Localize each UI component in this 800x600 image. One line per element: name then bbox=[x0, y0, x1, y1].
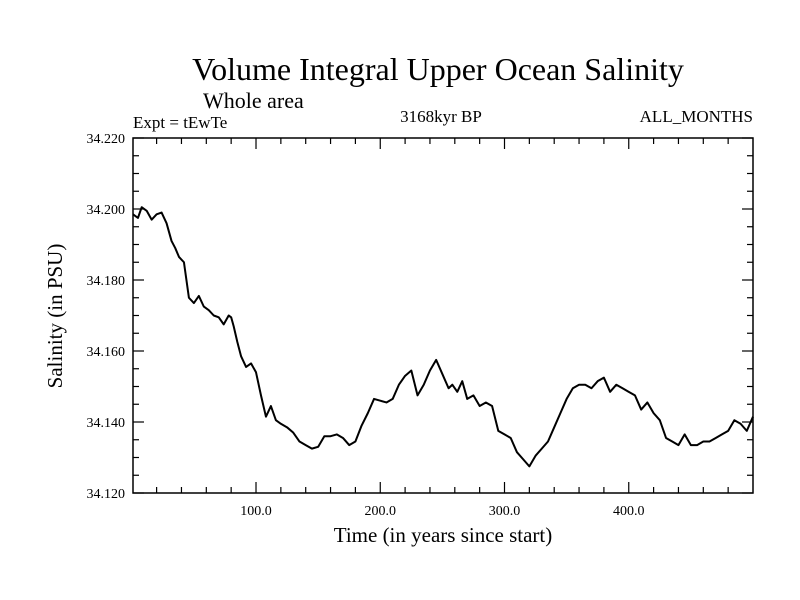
x-tick-label: 400.0 bbox=[613, 504, 645, 519]
plot-frame bbox=[132, 137, 754, 494]
y-tick-label: 34.220 bbox=[87, 132, 126, 147]
months-label: ALL_MONTHS bbox=[640, 107, 753, 126]
x-tick-label: 200.0 bbox=[365, 504, 397, 519]
y-tick-label: 34.120 bbox=[87, 487, 126, 502]
y-tick-label: 34.160 bbox=[87, 345, 126, 360]
y-axis-label: Salinity (in PSU) bbox=[43, 244, 67, 389]
chart-title: Volume Integral Upper Ocean Salinity bbox=[192, 51, 684, 87]
y-tick-label: 34.200 bbox=[87, 203, 126, 218]
y-tick-label: 34.140 bbox=[87, 416, 126, 431]
salinity-series-line bbox=[132, 206, 754, 468]
x-tick-label: 300.0 bbox=[489, 504, 521, 519]
x-axis-label: Time (in years since start) bbox=[334, 523, 553, 547]
x-tick-label: 100.0 bbox=[240, 504, 272, 519]
period-label: 3168kyr BP bbox=[400, 107, 482, 126]
y-tick-label: 34.180 bbox=[87, 274, 126, 289]
experiment-label: Expt = tEwTe bbox=[133, 113, 227, 132]
chart-subtitle: Whole area bbox=[203, 88, 304, 113]
